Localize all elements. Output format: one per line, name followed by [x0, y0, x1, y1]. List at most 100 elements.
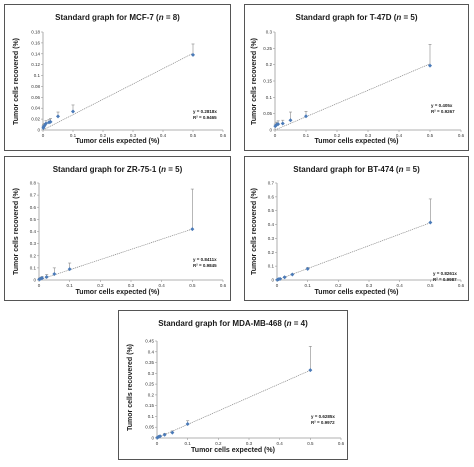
plot-svg: 0 0.1 0.2 0.3 0.4 0.5 0.6 0 0.05 0.1 0.15 0.2 0.25 0.… [145, 339, 345, 447]
x-axis-label: Tumor cells expected (%) [191, 447, 275, 454]
title-suffix: = 8) [163, 13, 180, 22]
title-prefix: Standard graph for ZR-75-1 ( [52, 165, 162, 174]
y-tick-label: 0 [271, 278, 274, 283]
y-tick-label: 0.6 [268, 194, 275, 199]
data-point [282, 275, 287, 280]
data-point [40, 276, 45, 281]
y-axis-label: Tumor cells recovered (%) [251, 187, 258, 275]
x-tick-label: 0.2 [334, 133, 341, 138]
title-n: n [398, 165, 404, 174]
y-tick-label: 0.25 [263, 46, 272, 51]
x-tick-label: 0.4 [160, 133, 167, 138]
data-point [276, 122, 281, 127]
x-tick-label: 0 [42, 133, 45, 138]
y-tick-label: 0.2 [30, 253, 37, 258]
x-tick-label: 0.5 [427, 133, 434, 138]
trendline [38, 228, 193, 281]
r-squared-text: R² = 0.9845 [193, 263, 217, 268]
y-axis-label: Tumor cells recovered (%) [251, 37, 258, 125]
chart-panel-mcf7: 0 0.1 0.2 0.3 0.4 0.5 0.6 0 0.02 0.04 0.06 0.08 0.1 0… [4, 4, 231, 151]
y-tick-label: 0.2 [268, 250, 275, 255]
r-squared-text: R² = 0.9267 [431, 109, 455, 114]
title-suffix: = 5) [166, 165, 183, 174]
trendline [156, 369, 311, 439]
title-suffix: = 5) [403, 165, 420, 174]
data-point [290, 272, 295, 277]
y-tick-label: 0.25 [145, 382, 154, 387]
plot-svg: 0 0.1 0.2 0.3 0.4 0.5 0.6 0 0.02 0.04 0.06 0.08 0.1 0… [31, 30, 227, 139]
data-point [44, 274, 49, 279]
plot-svg: 0 0.1 0.2 0.3 0.4 0.5 0.6 0 0.1 0.2 0.3 0.4 0.5 0.6 0.… [30, 181, 227, 289]
chart-panel-t47d: 0 0.1 0.2 0.3 0.4 0.5 0.6 0 0.05 0.1 0.15 0.2 0.25 0.… [244, 4, 469, 151]
x-tick-label: 0 [156, 441, 159, 446]
x-tick-label: 0.6 [220, 133, 227, 138]
data-point [71, 109, 75, 114]
y-tick-label: 0.12 [31, 62, 40, 67]
title-n: n [158, 13, 164, 22]
title-prefix: Standard graph for MCF-7 ( [55, 13, 159, 22]
data-point [170, 430, 175, 435]
equation-text: y = 0.8411x [193, 257, 217, 262]
x-tick-label: 0.1 [303, 133, 310, 138]
y-tick-label: 0.6 [30, 205, 37, 210]
x-tick-label: 0.2 [97, 283, 104, 288]
x-tick-label: 0.5 [189, 283, 196, 288]
regression-equation: y = 0.6285x R² = 0.9972 [311, 414, 335, 426]
y-tick-label: 0.1 [266, 95, 273, 100]
y-tick-label: 0.3 [268, 236, 275, 241]
x-tick-label: 0.1 [70, 133, 77, 138]
y-tick-label: 0.3 [30, 241, 37, 246]
x-tick-label: 0.1 [67, 283, 74, 288]
x-axis-label: Tumor cells expected (%) [75, 289, 160, 296]
x-tick-label: 0.3 [246, 441, 253, 446]
data-point [428, 220, 433, 225]
title-prefix: Standard graph for BT-474 ( [293, 165, 399, 174]
x-tick-label: 0.4 [277, 441, 284, 446]
y-tick-label: 0.4 [268, 222, 275, 227]
x-tick-label: 0.6 [458, 133, 465, 138]
chart-panel-zr751: 0 0.1 0.2 0.3 0.4 0.5 0.6 0 0.1 0.2 0.3 0.4 0.5 0.6 0.… [4, 156, 231, 301]
regression-equation: y = 0.8411x R² = 0.9845 [193, 257, 217, 269]
data-point [56, 114, 60, 119]
y-tick-label: 0.08 [31, 84, 40, 89]
title-suffix: = 5) [401, 13, 418, 22]
x-tick-label: 0 [38, 283, 41, 288]
data-point [304, 114, 308, 119]
chart-title: Standard graph for BT-474 (n = 5) [245, 165, 468, 174]
y-tick-label: 0.3 [148, 371, 155, 376]
y-tick-label: 0.2 [148, 392, 155, 397]
x-axis-label: Tumor cells expected (%) [75, 138, 160, 145]
y-axis-label: Tumor cells recovered (%) [13, 187, 20, 275]
data-point [278, 276, 283, 281]
x-tick-label: 0.6 [220, 283, 227, 288]
y-tick-label: 0.05 [145, 425, 154, 430]
y-tick-label: 0.16 [31, 40, 40, 45]
y-tick-label: 0.1 [34, 73, 41, 78]
y-tick-label: 0.1 [30, 265, 37, 270]
y-tick-label: 0.04 [31, 106, 40, 111]
y-tick-label: 0.7 [30, 193, 37, 198]
data-point [428, 63, 432, 68]
x-tick-label: 0.4 [396, 133, 403, 138]
trendline [42, 52, 194, 131]
x-tick-label: 0.2 [100, 133, 107, 138]
x-tick-label: 0.6 [338, 441, 345, 446]
regression-equation: y = 0.2818x R² = 0.9465 [193, 109, 217, 121]
x-tick-label: 0.5 [190, 133, 197, 138]
data-point [158, 434, 163, 439]
r-squared-text: R² = 0.9972 [311, 420, 335, 425]
data-point [308, 368, 313, 373]
y-tick-label: 0 [151, 436, 154, 441]
chart-title: Standard graph for T-47D (n = 5) [245, 13, 468, 22]
y-tick-label: 0.2 [266, 62, 273, 67]
title-prefix: Standard graph for T-47D ( [295, 13, 397, 22]
y-tick-label: 0.05 [263, 111, 272, 116]
y-axis-label: Tumor cells recovered (%) [127, 343, 134, 431]
y-tick-label: 0.4 [148, 349, 155, 354]
r-squared-text: R² = 0.9465 [193, 115, 217, 120]
x-tick-label: 0.3 [365, 133, 372, 138]
y-tick-label: 0.1 [148, 414, 155, 419]
plot-svg: 0 0.1 0.2 0.3 0.4 0.5 0.6 0 0.1 0.2 0.3 0.4 0.5 0.6 0.… [268, 181, 465, 289]
y-tick-label: 0.18 [31, 30, 40, 35]
regression-equation: y = 0.405x R² = 0.9267 [431, 103, 455, 115]
